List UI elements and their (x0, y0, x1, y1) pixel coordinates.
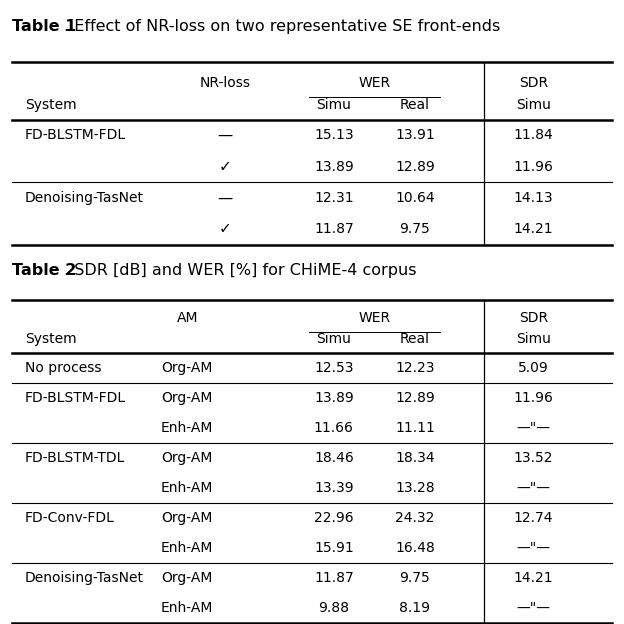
Text: 11.96: 11.96 (514, 391, 553, 405)
Text: 13.28: 13.28 (395, 481, 435, 495)
Text: 11.87: 11.87 (314, 222, 354, 236)
Text: SDR: SDR (519, 311, 548, 325)
Text: Real: Real (400, 332, 430, 346)
Text: 9.88: 9.88 (318, 601, 349, 615)
Text: ✓: ✓ (218, 222, 231, 236)
Text: Denoising-TasNet: Denoising-TasNet (25, 571, 144, 585)
Text: 14.21: 14.21 (514, 571, 553, 585)
Text: 13.52: 13.52 (514, 451, 553, 465)
Text: Org-AM: Org-AM (162, 361, 213, 375)
Text: NR-loss: NR-loss (199, 76, 250, 90)
Text: —"—: —"— (517, 601, 550, 615)
Text: —"—: —"— (517, 481, 550, 495)
Text: . SDR [dB] and WER [%] for CHiME-4 corpus: . SDR [dB] and WER [%] for CHiME-4 corpu… (64, 263, 416, 278)
Text: 13.89: 13.89 (314, 391, 354, 405)
Text: ✓: ✓ (218, 159, 231, 174)
Text: 16.48: 16.48 (395, 541, 435, 555)
Text: 8.19: 8.19 (399, 601, 431, 615)
Text: —: — (217, 128, 232, 143)
Text: 11.66: 11.66 (314, 421, 354, 435)
Text: Enh-AM: Enh-AM (161, 481, 213, 495)
Text: —"—: —"— (517, 421, 550, 435)
Text: Org-AM: Org-AM (162, 451, 213, 465)
Text: 12.89: 12.89 (395, 391, 435, 405)
Text: Org-AM: Org-AM (162, 571, 213, 585)
Text: Table 2: Table 2 (12, 263, 77, 278)
Text: 13.91: 13.91 (395, 129, 435, 142)
Text: 5.09: 5.09 (518, 361, 549, 375)
Text: 10.64: 10.64 (395, 191, 435, 205)
Text: WER: WER (358, 76, 391, 90)
Text: Org-AM: Org-AM (162, 391, 213, 405)
Text: 15.13: 15.13 (314, 129, 354, 142)
Text: 18.46: 18.46 (314, 451, 354, 465)
Text: 24.32: 24.32 (395, 511, 435, 525)
Text: Enh-AM: Enh-AM (161, 541, 213, 555)
Text: Simu: Simu (516, 332, 551, 346)
Text: 18.34: 18.34 (395, 451, 435, 465)
Text: FD-Conv-FDL: FD-Conv-FDL (25, 511, 115, 525)
Text: 12.31: 12.31 (314, 191, 354, 205)
Text: 22.96: 22.96 (314, 511, 354, 525)
Text: FD-BLSTM-TDL: FD-BLSTM-TDL (25, 451, 125, 465)
Text: Real: Real (400, 98, 430, 112)
Text: 12.53: 12.53 (314, 361, 354, 375)
Text: 15.91: 15.91 (314, 541, 354, 555)
Text: 12.74: 12.74 (514, 511, 553, 525)
Text: 12.89: 12.89 (395, 160, 435, 173)
Text: Simu: Simu (316, 98, 351, 112)
Text: No process: No process (25, 361, 102, 375)
Text: FD-BLSTM-FDL: FD-BLSTM-FDL (25, 391, 126, 405)
Text: 11.96: 11.96 (514, 160, 553, 173)
Text: 14.21: 14.21 (514, 222, 553, 236)
Text: Simu: Simu (316, 332, 351, 346)
Text: 13.39: 13.39 (314, 481, 354, 495)
Text: SDR: SDR (519, 76, 548, 90)
Text: Enh-AM: Enh-AM (161, 421, 213, 435)
Text: System: System (25, 332, 77, 346)
Text: 9.75: 9.75 (399, 222, 431, 236)
Text: —"—: —"— (517, 541, 550, 555)
Text: AM: AM (177, 311, 198, 325)
Text: FD-BLSTM-FDL: FD-BLSTM-FDL (25, 129, 126, 142)
Text: —: — (217, 190, 232, 205)
Text: . Effect of NR-loss on two representative SE front-ends: . Effect of NR-loss on two representativ… (64, 19, 500, 34)
Text: 12.23: 12.23 (395, 361, 435, 375)
Text: Enh-AM: Enh-AM (161, 601, 213, 615)
Text: Denoising-TasNet: Denoising-TasNet (25, 191, 144, 205)
Text: System: System (25, 98, 77, 112)
Text: 9.75: 9.75 (399, 571, 431, 585)
Text: Simu: Simu (516, 98, 551, 112)
Text: 14.13: 14.13 (514, 191, 553, 205)
Text: Org-AM: Org-AM (162, 511, 213, 525)
Text: WER: WER (358, 311, 391, 325)
Text: 11.84: 11.84 (514, 129, 553, 142)
Text: 11.87: 11.87 (314, 571, 354, 585)
Text: 13.89: 13.89 (314, 160, 354, 173)
Text: 11.11: 11.11 (395, 421, 435, 435)
Text: Table 1: Table 1 (12, 19, 77, 34)
